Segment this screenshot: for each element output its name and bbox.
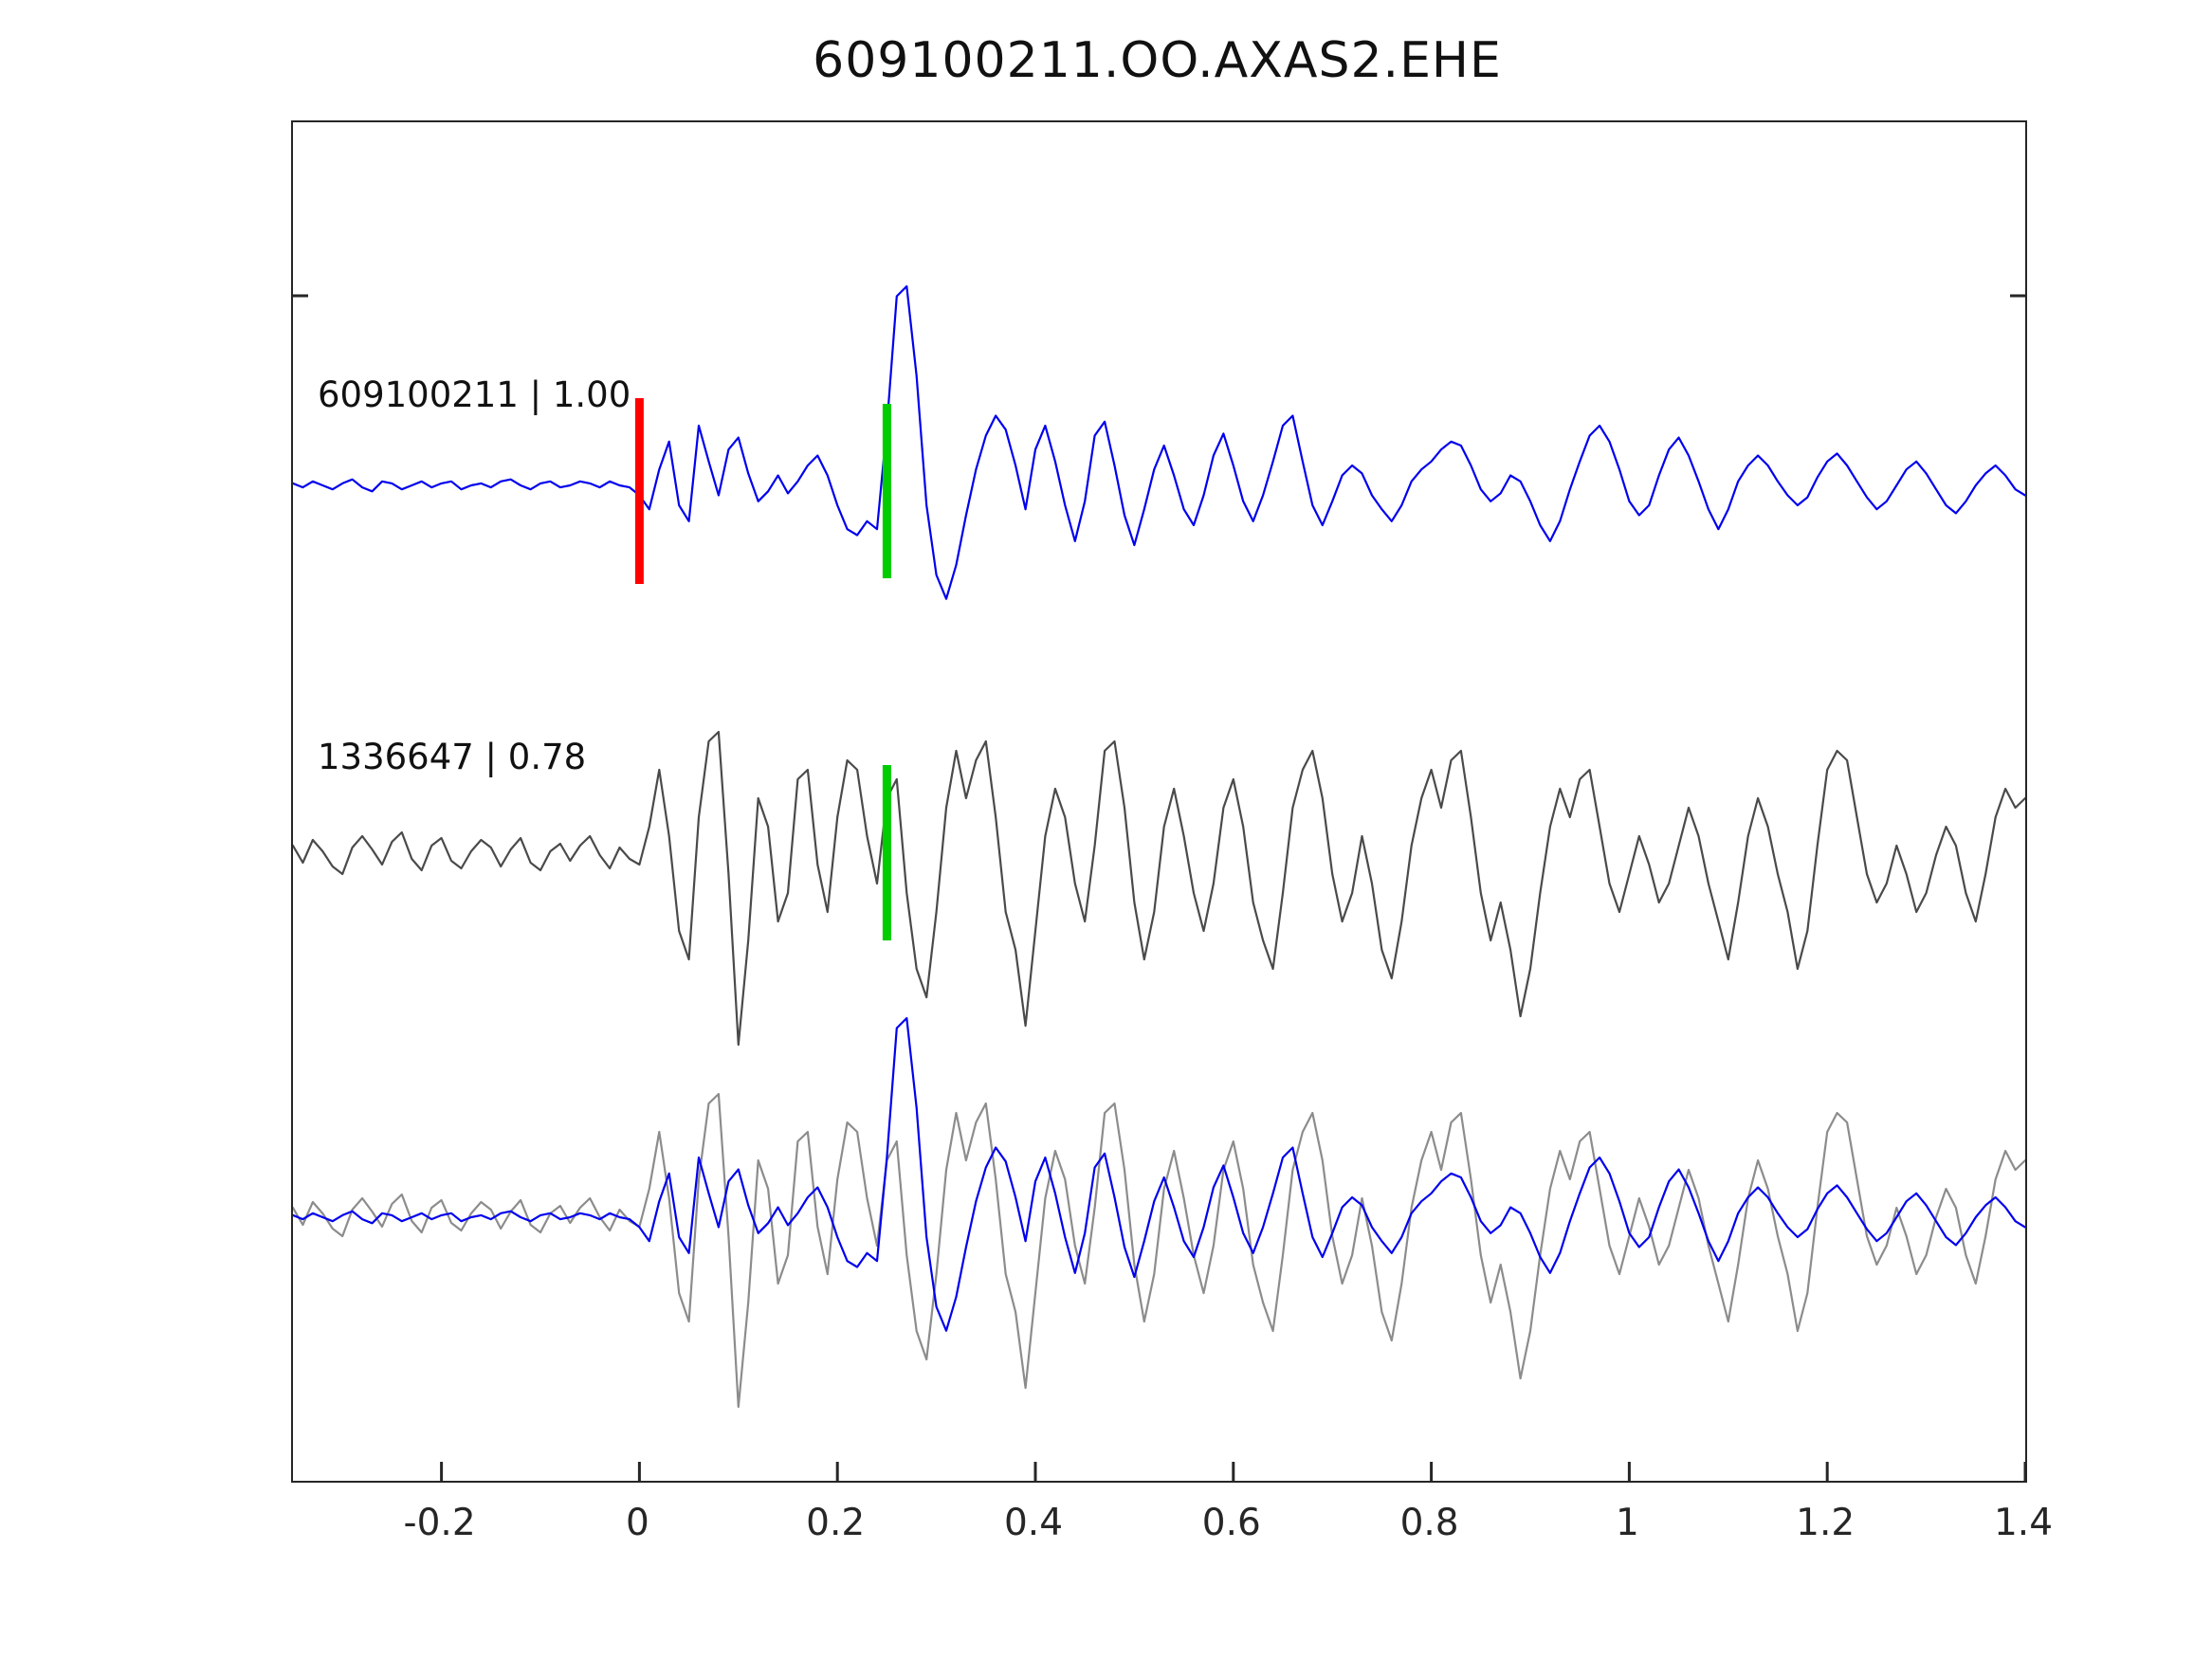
figure-title: 609100211.OO.AXAS2.EHE: [813, 32, 1502, 89]
overlay-blue-waveform: [293, 1016, 2025, 1332]
x-tick-label: 1.2: [1796, 1502, 1856, 1544]
x-tick-label: 0.2: [806, 1502, 866, 1544]
x-tick-label: 1.4: [1993, 1502, 2054, 1544]
trace2-waveform: [293, 730, 2025, 1047]
x-tick-label: 0.6: [1201, 1502, 1261, 1544]
overlay-gray-waveform: [293, 1092, 2025, 1409]
x-tick-label: -0.2: [403, 1502, 476, 1544]
x-tick-label: 0.8: [1399, 1502, 1459, 1544]
trace1-label: 609100211 | 1.00: [318, 374, 631, 415]
trace2-label: 1336647 | 0.78: [318, 737, 587, 777]
axes-box: 609100211 | 1.00 1336647 | 0.78: [291, 120, 2027, 1483]
x-tick-label: 0: [625, 1502, 649, 1544]
waveform-plot: [293, 284, 2025, 1481]
trace1-waveform: [293, 284, 2025, 600]
x-tick-label: 0.4: [1003, 1502, 1064, 1544]
x-tick-label: 1: [1615, 1502, 1639, 1544]
